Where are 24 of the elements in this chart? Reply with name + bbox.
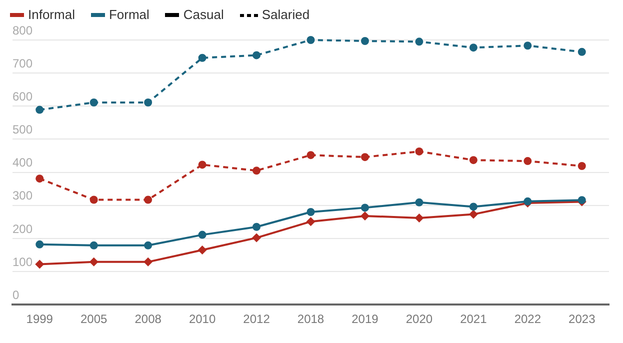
legend-label: Formal — [108, 7, 150, 22]
y-tick-label: 600 — [12, 89, 33, 104]
x-tick-label: 2021 — [460, 312, 488, 326]
y-tick-label: 100 — [12, 254, 33, 269]
y-tick-label: 700 — [12, 56, 33, 70]
y-tick-label: 500 — [12, 122, 33, 137]
x-tick-label: 2008 — [134, 312, 162, 326]
y-tick-label: 200 — [12, 222, 33, 236]
text: Casual — [183, 7, 224, 22]
x-tick-label: 1999 — [26, 312, 54, 326]
x-tick-label: 2018 — [297, 312, 324, 326]
x-tick-label: 2020 — [406, 312, 433, 326]
y-tick-label: 800 — [12, 23, 33, 38]
x-tick-label: 2010 — [188, 312, 216, 326]
x-tick-label: 2019 — [352, 312, 379, 326]
text: Salaried — [262, 7, 310, 22]
x-tick-label: 2005 — [80, 312, 108, 326]
y-tick-label: 400 — [12, 156, 33, 170]
x-tick-label: 2023 — [568, 312, 596, 326]
x-tick-label: 2022 — [514, 312, 542, 326]
legend-label: Informal — [28, 7, 75, 22]
y-tick-label: 300 — [12, 188, 33, 203]
x-tick-label: 2012 — [243, 312, 270, 326]
y-tick-label: 0 — [12, 288, 20, 302]
